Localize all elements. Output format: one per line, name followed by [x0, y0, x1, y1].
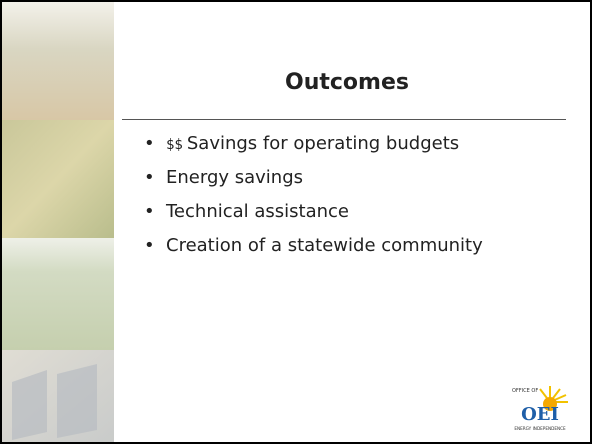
slide: Outcomes $$Savings for operating budgets…	[0, 0, 592, 444]
photo-strip	[2, 2, 114, 442]
bullet-text: Energy savings	[166, 167, 303, 188]
bullet-item: Technical assistance	[144, 198, 483, 232]
bullet-text: Technical assistance	[166, 201, 349, 222]
logo-bottom: ENERGY INDEPENDENCE	[514, 426, 566, 431]
logo-top: OFFICE OF	[512, 388, 538, 394]
logo: OFFICE OF OEI ENERGY INDEPENDENCE	[510, 380, 570, 436]
slide-title: Outcomes	[122, 70, 572, 95]
bullet-item: Creation of a statewide community	[144, 232, 483, 266]
bullet-prefix: $$	[166, 137, 183, 153]
bullet-item: Energy savings	[144, 164, 483, 198]
bullet-text: Creation of a statewide community	[166, 235, 483, 256]
bullet-list: $$Savings for operating budgets Energy sa…	[144, 130, 483, 266]
logo-name: OEI	[521, 404, 559, 425]
bullet-item: $$Savings for operating budgets	[144, 130, 483, 164]
title-rule	[122, 119, 566, 120]
bullet-text: Savings for operating budgets	[187, 133, 459, 154]
